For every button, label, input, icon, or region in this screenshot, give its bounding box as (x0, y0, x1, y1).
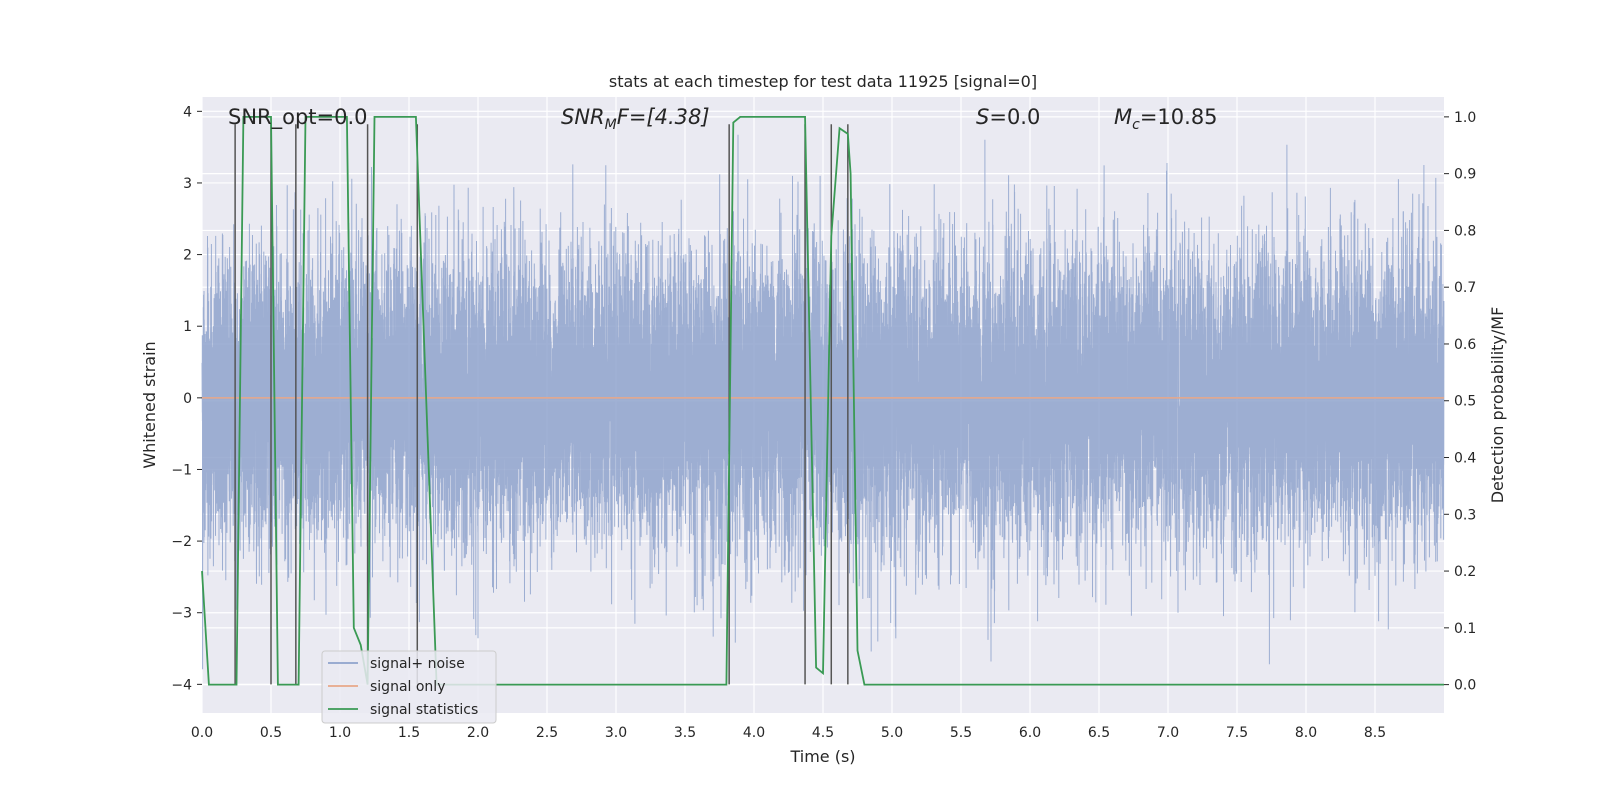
annotation-snr-mf-sub: M (605, 117, 617, 133)
x-tick-label: 1.5 (398, 725, 420, 741)
y2-tick-label: 0.9 (1454, 167, 1476, 183)
annotation-mc: Mc=10.85 (1114, 105, 1218, 133)
vertical-markers (234, 124, 849, 685)
chart-title: stats at each timestep for test data 119… (609, 72, 1037, 91)
y-tick-label: −4 (171, 677, 192, 693)
y2-axis-label: Detection probability/MF (1488, 307, 1507, 504)
signal-statistics-line (201, 115, 1444, 686)
y-tick-label: 1 (183, 319, 192, 335)
x-tick-label: 8.5 (1364, 725, 1386, 741)
x-tick-label: 7.5 (1226, 725, 1248, 741)
annotation-mc-main: M (1114, 105, 1132, 129)
x-tick-label: 1.0 (329, 725, 351, 741)
signal-noise-series (201, 134, 1445, 670)
y2-tick-label: 0.1 (1454, 621, 1476, 637)
y2-tick-label: 0.4 (1454, 451, 1476, 467)
y-tick-label: 2 (183, 248, 192, 264)
y2-tick-label: 0.7 (1454, 280, 1476, 296)
x-tick-label: 2.0 (467, 725, 489, 741)
x-tick-label: 4.5 (812, 725, 834, 741)
annotation-snr-mf: SNRMF=[4.38] (561, 105, 710, 133)
y-axis-label: Whitened strain (140, 341, 159, 468)
y2-tick-label: 0.0 (1454, 678, 1476, 694)
y2-tick-label: 0.5 (1454, 394, 1476, 410)
x-tick-label: 2.5 (536, 725, 558, 741)
y2-tick-label: 0.8 (1454, 223, 1476, 239)
x-tick-label: 8.0 (1295, 725, 1317, 741)
annotation-snr-mf-tail: F=[4.38] (617, 105, 710, 129)
y-tick-label: −2 (171, 534, 192, 550)
annotation-s-tail: =0.0 (989, 105, 1040, 129)
y2-tick-label: 1.0 (1454, 110, 1476, 126)
y-tick-label: −3 (171, 606, 192, 622)
x-tick-label: 7.0 (1157, 725, 1179, 741)
x-tick-label: 6.0 (1019, 725, 1041, 741)
x-tick-label: 5.0 (881, 725, 903, 741)
x-tick-label: 5.5 (950, 725, 972, 741)
legend-label-signal-only: signal only (370, 679, 445, 695)
legend-label-signal-statistics: signal statistics (370, 702, 478, 718)
signal-noise-line (201, 134, 1445, 670)
x-tick-label: 4.0 (743, 725, 765, 741)
y-tick-label: 0 (183, 391, 192, 407)
axis-ticks: 0.0 0.5 1.0 1.5 2.0 2.5 3.0 3.5 4.0 4.5 5.0 5.5 6.0 6… (171, 104, 1476, 741)
x-axis-label: Time (s) (789, 747, 855, 766)
annotation-s-main: S (976, 105, 989, 129)
y-tick-label: 3 (183, 176, 192, 192)
signal-statistics-series (201, 115, 1444, 686)
x-tick-label: 6.5 (1088, 725, 1110, 741)
annotation-snr-mf-main: SNR (561, 105, 605, 129)
legend-label-signal-noise: signal+ noise (370, 656, 465, 672)
annotation-mc-tail: =10.85 (1140, 105, 1218, 129)
y2-tick-label: 0.6 (1454, 337, 1476, 353)
legend: signal+ noise signal only signal statist… (321, 650, 497, 724)
annotation-snr-mf-tail-text: F=[4.38] (617, 105, 710, 129)
y2-tick-label: 0.3 (1454, 507, 1476, 523)
x-tick-label: 0.5 (260, 725, 282, 741)
y-tick-label: 4 (183, 104, 192, 120)
annotation-snr-opt: SNR_opt=0.0 (228, 105, 368, 130)
x-tick-label: 0.0 (191, 725, 213, 741)
legend-box (321, 650, 497, 724)
y-tick-label: −1 (171, 462, 192, 478)
annotation-s: S=0.0 (976, 105, 1040, 129)
annotation-mc-sub: c (1132, 117, 1140, 133)
x-tick-label: 3.0 (605, 725, 627, 741)
y2-tick-label: 0.2 (1454, 564, 1476, 580)
x-tick-label: 3.5 (674, 725, 696, 741)
